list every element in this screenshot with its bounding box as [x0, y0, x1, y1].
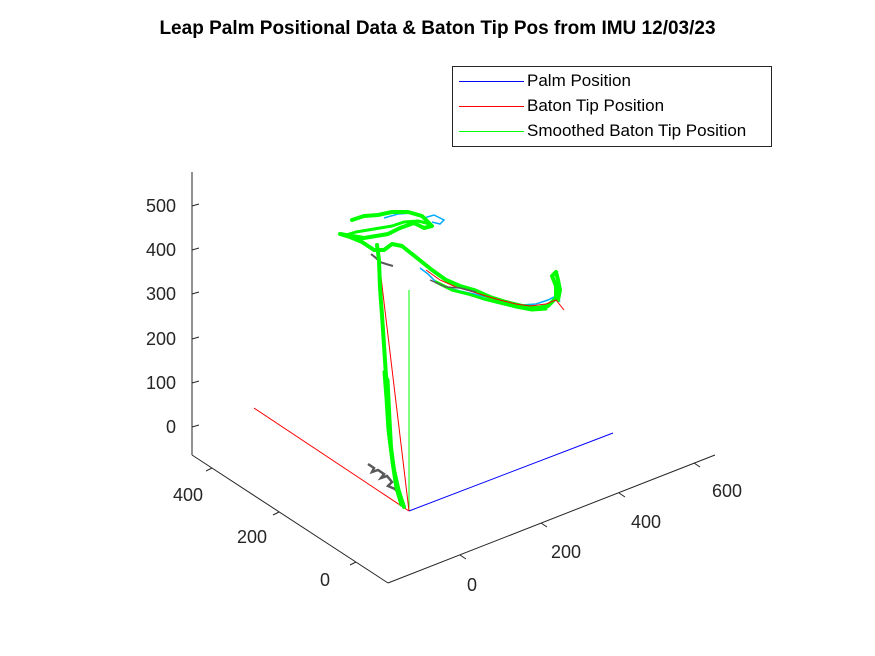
y-tick-label: 200: [237, 527, 267, 547]
z-tick-mark: [191, 424, 200, 428]
legend-swatch-baton: [459, 106, 524, 107]
x-axis-line: [387, 454, 716, 584]
legend-item-smoothed: Smoothed Baton Tip Position: [453, 120, 771, 144]
smoothed-trace-vertical: [382, 370, 404, 502]
z-ticks: [191, 203, 200, 428]
y-tick-mark: [205, 467, 213, 472]
x-tick-label: 200: [551, 542, 581, 562]
smoothed-trace-top: [344, 219, 432, 237]
x-ticks: [459, 462, 701, 560]
legend: Palm Position Baton Tip Position Smoothe…: [452, 66, 772, 147]
legend-item-baton: Baton Tip Position: [453, 95, 771, 119]
y-tick-mark: [349, 561, 357, 566]
x-tick-mark: [618, 492, 626, 498]
smoothed-trace-top: [434, 280, 548, 312]
z-tick-mark: [191, 336, 200, 340]
legend-label-baton: Baton Tip Position: [527, 96, 665, 115]
smoothed-trace-top: [338, 210, 562, 310]
baton-axis-line: [253, 407, 410, 512]
legend-label-palm: Palm Position: [527, 71, 631, 90]
y-ticks: [205, 467, 357, 566]
z-tick-mark: [191, 203, 200, 207]
legend-item-palm: Palm Position: [453, 70, 771, 94]
y-tick-label: 0: [320, 570, 330, 590]
legend-label-smoothed: Smoothed Baton Tip Position: [527, 121, 747, 140]
z-tick-label: 200: [146, 329, 176, 349]
baton-tip-trace: [425, 269, 565, 311]
grey-trace-top: [370, 253, 394, 267]
y-tick-mark: [272, 511, 280, 516]
z-tick-mark: [191, 247, 200, 251]
z-tick-mark: [191, 291, 200, 295]
x-tick-mark: [459, 554, 467, 560]
y-axis-line: [191, 454, 389, 584]
z-tick-mark: [191, 380, 200, 384]
grey-trace: [367, 462, 400, 495]
z-tick-label: 0: [166, 417, 176, 437]
x-tick-label: 600: [712, 481, 742, 501]
y-tick-label: 400: [173, 485, 203, 505]
legend-swatch-palm: [459, 81, 524, 82]
z-tick-label: 300: [146, 284, 176, 304]
x-tick-mark: [540, 522, 548, 528]
palm-axis-line: [408, 432, 614, 512]
x-tick-label: 0: [467, 575, 477, 595]
z-tick-label: 400: [146, 240, 176, 260]
chart-title: Leap Palm Positional Data & Baton Tip Po…: [159, 18, 716, 39]
x-tick-label: 400: [631, 512, 661, 532]
x-tick-mark: [693, 462, 701, 468]
grey-trace-mid: [429, 279, 477, 293]
baton-tip-diagonal: [377, 251, 410, 512]
smoothed-trace-vertical: [375, 243, 406, 509]
z-tick-label: 100: [146, 373, 176, 393]
legend-swatch-smoothed: [459, 131, 524, 132]
z-tick-label: 500: [146, 196, 176, 216]
